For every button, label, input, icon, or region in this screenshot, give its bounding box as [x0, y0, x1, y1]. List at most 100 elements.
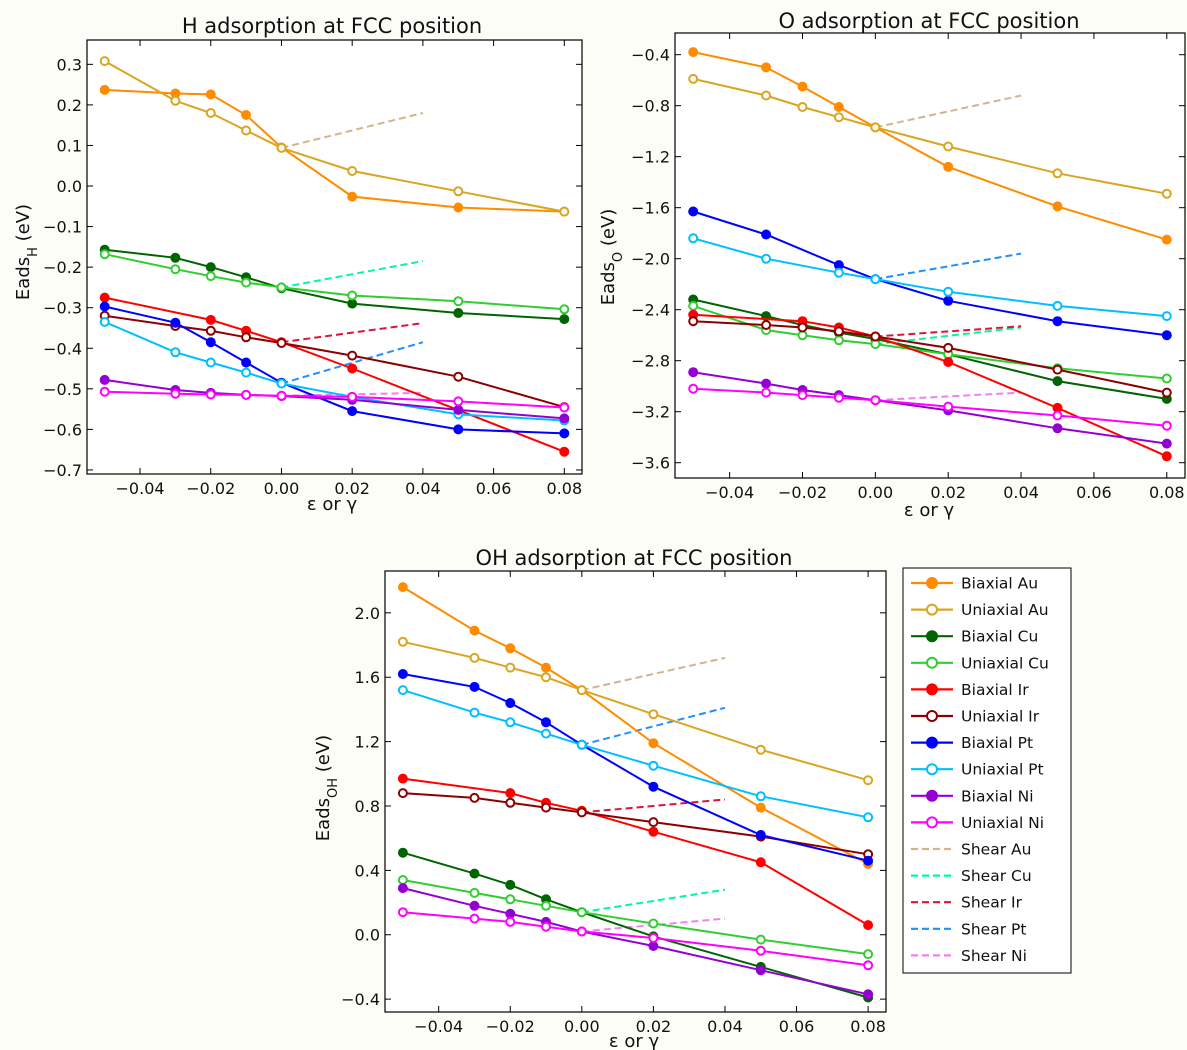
oh-x-tick-label: 0.02 — [636, 1017, 672, 1036]
oh-point-biaxial-ni — [469, 900, 480, 911]
legend-marker — [926, 630, 938, 643]
h-series-biaxial-au — [104, 88, 565, 213]
h-x-tick-label: −0.02 — [186, 479, 235, 498]
h-point-uniaxial-cu — [276, 282, 287, 293]
legend-marker — [926, 816, 938, 829]
oh-point-uniaxial-cu — [863, 949, 874, 960]
o-point-biaxial-ni — [1052, 423, 1063, 434]
legend-label: Shear Au — [961, 841, 1031, 859]
legend-label: Shear Cu — [961, 867, 1032, 885]
o-series-biaxial-au — [692, 51, 1168, 241]
o-y-tick-label: −2.4 — [631, 301, 670, 320]
o-series-shear-cu — [875, 326, 1022, 346]
o-point-biaxial-ir — [1161, 451, 1172, 462]
h-point-biaxial-pt — [559, 428, 570, 439]
oh-plot-area — [384, 570, 887, 1013]
oh-series-uniaxial-ni — [402, 911, 869, 967]
o-y-tick-label: −1.2 — [631, 148, 670, 167]
o-point-biaxial-au — [797, 81, 808, 92]
h-y-tick-label: −0.1 — [43, 218, 82, 237]
oh-series-shear-ir — [581, 798, 726, 814]
o-x-tick-label: 0.00 — [858, 483, 894, 502]
oh-point-biaxial-ir — [505, 788, 516, 799]
o-point-uniaxial-ni — [870, 395, 881, 406]
h-point-uniaxial-ni — [453, 396, 464, 407]
o-point-biaxial-ni — [688, 367, 699, 378]
legend-marker — [926, 710, 938, 722]
o-point-uniaxial-ni — [688, 383, 699, 394]
oh-point-uniaxial-au — [863, 775, 874, 786]
oh-point-biaxial-ni — [863, 989, 874, 1000]
h-point-uniaxial-au — [347, 166, 358, 176]
oh-series-shear-pt — [581, 706, 726, 746]
o-point-uniaxial-pt — [761, 253, 772, 264]
h-series-biaxial-cu — [104, 248, 565, 321]
h-point-uniaxial-ir — [241, 332, 252, 343]
o-y-tick-label: −1.6 — [631, 199, 670, 218]
o-point-uniaxial-ni — [1161, 420, 1172, 431]
h-point-uniaxial-au — [453, 186, 464, 197]
oh-point-biaxial-au — [541, 662, 551, 673]
oh-y-axis-label: EadsOH (eV) — [313, 735, 341, 841]
o-point-uniaxial-au — [870, 122, 881, 133]
o-point-uniaxial-ni — [1052, 410, 1063, 421]
h-point-biaxial-cu — [453, 308, 464, 318]
o-point-uniaxial-au — [797, 102, 808, 112]
h-point-uniaxial-pt — [276, 378, 287, 389]
oh-point-uniaxial-pt — [397, 685, 408, 696]
legend-label: Biaxial Cu — [961, 628, 1038, 646]
oh-y-tick-label: −0.4 — [341, 990, 380, 1009]
o-point-uniaxial-pt — [870, 274, 881, 285]
oh-point-biaxial-ni — [755, 965, 766, 976]
o-point-uniaxial-pt — [1052, 300, 1063, 311]
h-y-tick-label: −0.7 — [43, 461, 82, 480]
oh-y-tick-label: 0.8 — [355, 797, 380, 816]
legend-marker — [926, 763, 938, 776]
h-point-uniaxial-cu — [453, 296, 464, 307]
legend-label: Biaxial Pt — [961, 734, 1033, 752]
legend-label: Uniaxial Pt — [961, 761, 1044, 779]
oh-point-uniaxial-au — [648, 709, 659, 720]
oh-x-axis-label: ε or γ — [609, 1031, 660, 1050]
h-point-uniaxial-au — [99, 56, 110, 67]
oh-y-tick-label: 0.4 — [355, 861, 380, 880]
oh-x-tick-label: 0.00 — [564, 1017, 600, 1036]
h-series-shear-pt — [281, 341, 424, 385]
oh-point-uniaxial-ir — [541, 802, 551, 813]
oh-point-uniaxial-pt — [541, 728, 551, 739]
o-series-biaxial-ni — [693, 371, 1167, 445]
o-point-biaxial-pt — [943, 295, 954, 306]
oh-point-uniaxial-cu — [397, 875, 408, 885]
o-chart-title: O adsorption at FCC position — [778, 9, 1079, 33]
o-point-biaxial-ni — [761, 378, 772, 389]
h-point-uniaxial-cu — [559, 304, 570, 315]
o-y-axis-label: EadsO (eV) — [598, 209, 626, 306]
h-series-uniaxial-ni — [104, 390, 565, 409]
oh-y-tick-label: 1.2 — [355, 733, 380, 752]
o-point-biaxial-au — [688, 47, 699, 58]
h-y-tick-label: 0.0 — [57, 177, 82, 196]
h-point-biaxial-cu — [347, 298, 358, 309]
oh-point-uniaxial-pt — [755, 791, 766, 802]
oh-point-uniaxial-au — [755, 744, 766, 755]
legend-label: Uniaxial Ni — [961, 814, 1044, 832]
oh-point-uniaxial-pt — [576, 739, 587, 750]
oh-point-uniaxial-ni — [505, 916, 516, 927]
o-point-uniaxial-ir — [833, 326, 844, 337]
oh-point-biaxial-au — [397, 582, 408, 593]
h-series-biaxial-pt — [104, 305, 565, 435]
oh-series-biaxial-ni — [402, 887, 869, 996]
h-point-uniaxial-au — [170, 95, 181, 106]
h-point-biaxial-au — [241, 110, 252, 120]
h-point-uniaxial-cu — [241, 277, 252, 288]
oh-point-uniaxial-au — [576, 685, 587, 696]
o-series-shear-ir — [875, 325, 1022, 338]
oh-series-biaxial-pt — [402, 673, 869, 862]
o-x-tick-label: −0.04 — [705, 483, 754, 502]
oh-point-biaxial-ir — [397, 773, 408, 784]
o-x-tick-label: 0.02 — [930, 483, 966, 502]
oh-series-shear-cu — [581, 888, 726, 914]
h-point-biaxial-pt — [453, 424, 464, 435]
h-point-uniaxial-ir — [347, 350, 358, 361]
legend-label: Shear Ir — [961, 894, 1023, 912]
